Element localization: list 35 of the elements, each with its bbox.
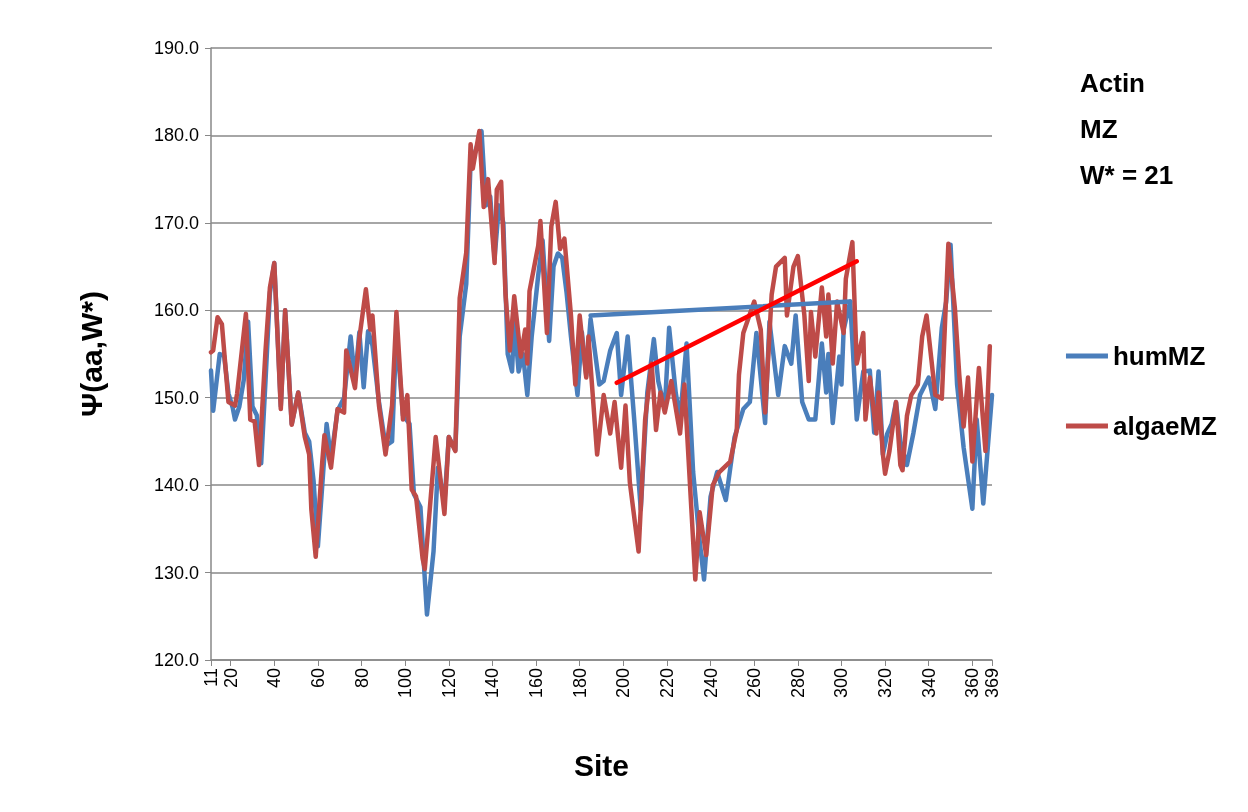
y-tick-label: 140.0 bbox=[153, 475, 199, 496]
y-tick-label: 120.0 bbox=[153, 650, 199, 670]
x-tick-label: 100 bbox=[395, 668, 416, 699]
text: MZ bbox=[1080, 114, 1118, 144]
x-tick-label: 180 bbox=[569, 668, 590, 699]
x-tick-label: 160 bbox=[526, 668, 547, 699]
legend-label: humMZ bbox=[1112, 341, 1206, 371]
x-tick-label: 360 bbox=[962, 668, 983, 699]
x-tick-label: 369 bbox=[982, 668, 1002, 699]
y-tick-label: 190.0 bbox=[153, 38, 199, 58]
y-tick-label: 180.0 bbox=[153, 125, 199, 146]
y-axis-title: Ψ(aa,W*) bbox=[74, 291, 108, 417]
x-tick-label: 20 bbox=[220, 668, 241, 689]
text: Actin bbox=[1080, 68, 1145, 98]
x-tick-label: 80 bbox=[351, 668, 372, 689]
x-tick-label: 220 bbox=[656, 668, 677, 699]
x-tick-label: 260 bbox=[744, 668, 765, 699]
x-tick-label: 280 bbox=[787, 668, 808, 699]
y-tick-label: 160.0 bbox=[153, 300, 199, 321]
x-tick-label: 240 bbox=[700, 668, 721, 699]
x-tick-label: 200 bbox=[613, 668, 634, 699]
x-tick-label: 60 bbox=[307, 668, 328, 689]
x-tick-label: 320 bbox=[875, 668, 896, 699]
x-tick-label: 300 bbox=[831, 668, 852, 699]
y-tick-label: 130.0 bbox=[153, 562, 199, 583]
y-tick-label: 170.0 bbox=[153, 212, 199, 233]
y-tick-label: 150.0 bbox=[153, 387, 199, 408]
x-tick-label: 11 bbox=[201, 668, 221, 687]
text: W* = 21 bbox=[1080, 160, 1174, 190]
x-axis-title: Site bbox=[573, 748, 630, 782]
x-tick-label: 140 bbox=[482, 668, 503, 699]
legend-label: algaeMZ bbox=[1112, 411, 1218, 441]
x-tick-label: 40 bbox=[264, 668, 285, 689]
x-tick-label: 340 bbox=[918, 668, 939, 699]
x-tick-label: 120 bbox=[438, 668, 459, 699]
